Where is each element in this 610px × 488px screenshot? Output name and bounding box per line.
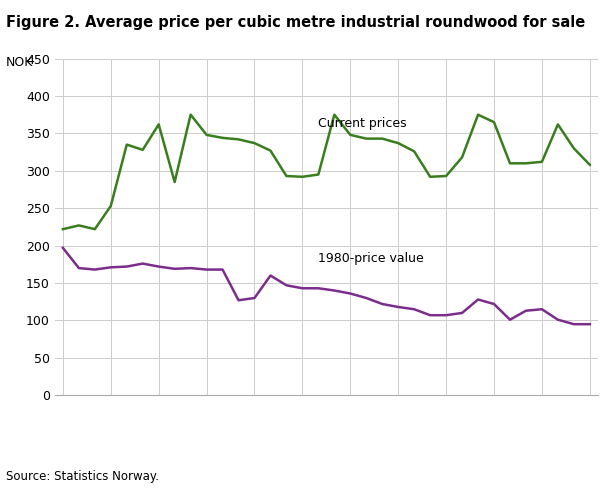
Text: Source: Statistics Norway.: Source: Statistics Norway.	[6, 470, 159, 483]
Text: NOK: NOK	[6, 56, 34, 69]
Text: 1980-price value: 1980-price value	[318, 252, 424, 265]
Text: Figure 2. Average price per cubic metre industrial roundwood for sale: Figure 2. Average price per cubic metre …	[6, 15, 586, 30]
Text: Current prices: Current prices	[318, 118, 407, 130]
